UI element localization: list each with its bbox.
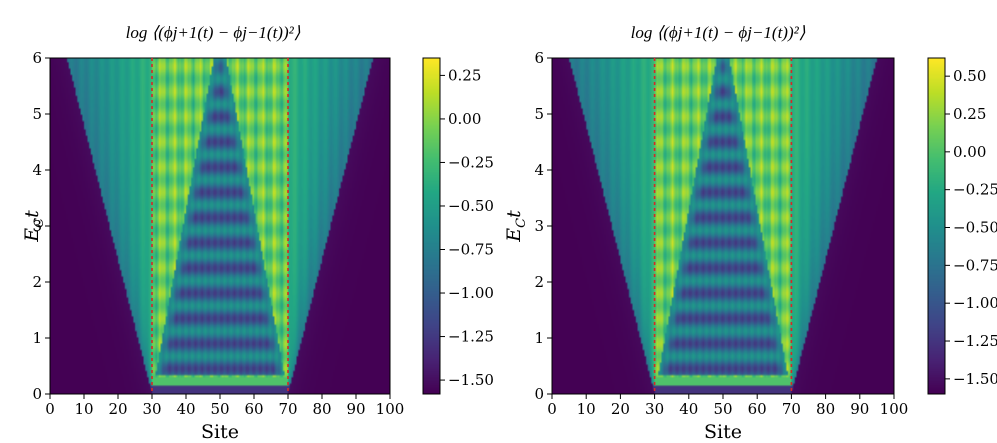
x-tick-label: 20	[108, 400, 127, 418]
x-axis-ticks-right: 0 10 20 30 40 50 60 70 80 90 100	[547, 394, 908, 418]
y-tick-label: 2	[534, 273, 544, 291]
y-tick-label: 5	[534, 105, 544, 123]
colorbar-tick-label: −0.50	[953, 219, 997, 237]
colorbar-tick-label: −0.75	[953, 256, 997, 274]
heatmap-image-left	[50, 58, 390, 394]
dashed-lines-left	[151, 58, 289, 394]
colorbar-left	[423, 58, 440, 394]
y-tick-label: 5	[32, 105, 42, 123]
dashed-lines-right	[653, 58, 793, 394]
colorbar-tick-label: −1.25	[953, 332, 997, 350]
x-tick-label: 50	[210, 400, 229, 418]
colorbar-tick-label: −0.50	[448, 197, 494, 215]
x-tick-label: 90	[850, 400, 869, 418]
colorbar-ticks-left: 0.25 0.00 −0.25 −0.50 −0.75 −1.00 −1.25 −1.50	[440, 66, 494, 389]
x-tick-label: 80	[816, 400, 835, 418]
colorbar-tick-label: 0.50	[953, 67, 986, 85]
x-tick-label: 80	[312, 400, 331, 418]
heatmap-panel-right: log ⟨(ϕj+1(t) − ϕj−1(t))²⟩ 0 10 20 30 40 50 60…	[503, 23, 997, 443]
x-tick-label: 30	[645, 400, 664, 418]
x-tick-label: 100	[376, 400, 405, 418]
colorbar-tick-label: 0.25	[448, 66, 481, 84]
x-tick-label: 20	[611, 400, 630, 418]
y-tick-label: 4	[32, 161, 42, 179]
chart-title-right: log ⟨(ϕj+1(t) − ϕj−1(t))²⟩	[631, 23, 806, 42]
x-tick-label: 0	[547, 400, 557, 418]
x-tick-label: 10	[577, 400, 596, 418]
x-tick-label: 50	[713, 400, 732, 418]
x-tick-label: 60	[244, 400, 263, 418]
heatmap-image-right	[552, 58, 894, 394]
x-axis-ticks-left: 0 10 20 30 40 50 60 70 80 90 100	[45, 394, 404, 418]
y-tick-label: 3	[534, 217, 544, 235]
y-tick-label: 0	[32, 385, 42, 403]
colorbar-frame-right	[927, 57, 946, 395]
colorbar-tick-label: −1.00	[448, 284, 494, 302]
x-tick-label: 40	[176, 400, 195, 418]
colorbar-tick-label: −1.00	[953, 294, 997, 312]
colorbar-right	[928, 58, 945, 394]
x-axis-label-right: Site	[704, 421, 742, 443]
y-tick-label: 1	[534, 329, 544, 347]
colorbar-tick-label: −0.75	[448, 241, 494, 259]
y-tick-label: 3	[32, 217, 42, 235]
chart-title-left: log ⟨(ϕj+1(t) − ϕj−1(t))²⟩	[126, 23, 301, 42]
y-axis-ticks-left: 0 1 2 3 4 5 6	[32, 49, 50, 403]
y-axis-ticks-right: 0 1 2 3 4 5 6	[534, 49, 552, 403]
colorbar-tick-label: 0.25	[953, 105, 986, 123]
y-tick-label: 6	[534, 49, 544, 67]
y-axis-label-right: ECt	[503, 210, 529, 243]
x-tick-label: 30	[142, 400, 161, 418]
colorbar-tick-label: −0.25	[448, 153, 494, 171]
y-tick-label: 2	[32, 273, 42, 291]
y-tick-label: 6	[32, 49, 42, 67]
heatmap-panel-left: log ⟨(ϕj+1(t) − ϕj−1(t))²⟩ 0 10 20 30 40 50 60…	[21, 23, 494, 443]
colorbar-ticks-right: 0.50 0.25 0.00 −0.25 −0.50 −0.75 −1.00 −1.25 −1.…	[945, 67, 997, 388]
x-tick-label: 10	[74, 400, 93, 418]
colorbar-tick-label: −0.25	[953, 181, 997, 199]
x-tick-label: 60	[748, 400, 767, 418]
y-tick-label: 4	[534, 161, 544, 179]
colorbar-frame-left	[422, 57, 441, 395]
colorbar-tick-label: 0.00	[953, 143, 986, 161]
colorbar-tick-label: 0.00	[448, 110, 481, 128]
x-tick-label: 70	[782, 400, 801, 418]
x-tick-label: 100	[880, 400, 909, 418]
y-tick-label: 0	[534, 385, 544, 403]
colorbar-tick-label: −1.25	[448, 328, 494, 346]
x-axis-label-left: Site	[201, 421, 239, 443]
x-tick-label: 0	[45, 400, 55, 418]
y-tick-label: 1	[32, 329, 42, 347]
colorbar-tick-label: −1.50	[953, 370, 997, 388]
y-axis-label-left: ECt	[21, 210, 47, 243]
x-tick-label: 40	[679, 400, 698, 418]
x-tick-label: 90	[346, 400, 365, 418]
colorbar-tick-label: −1.50	[448, 371, 494, 389]
x-tick-label: 70	[278, 400, 297, 418]
